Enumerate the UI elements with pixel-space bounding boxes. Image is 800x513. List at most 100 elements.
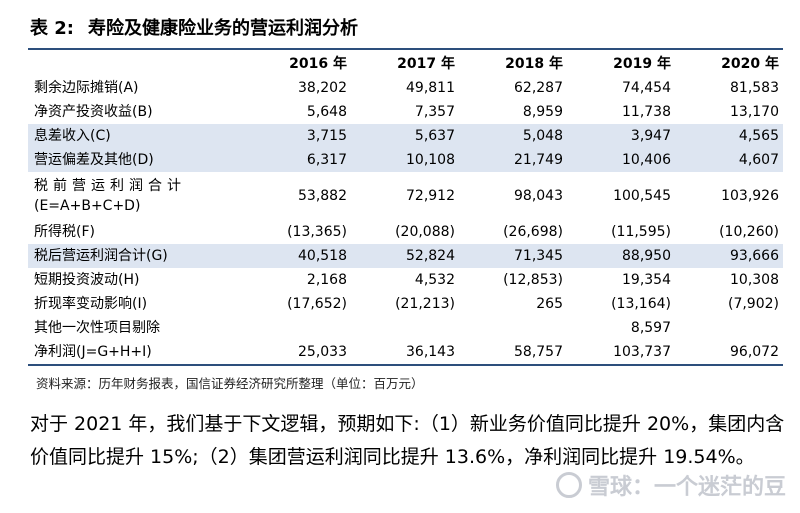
row-label-text: 短期投资波动(H) <box>34 272 140 288</box>
table-cell: 8,959 <box>522 104 563 120</box>
table-row: 净资产投资收益(B) 5,648 7,357 8,959 11,738 13,170 <box>28 100 783 124</box>
table-cell: 4,565 <box>675 124 783 148</box>
row-label-text: 折现率变动影响(I) <box>34 296 148 312</box>
table-cell: (10,260) <box>719 224 779 240</box>
row-label: 净利润(J=G+H+I) <box>28 340 243 366</box>
table-row: 剩余边际摊销(A) 38,202 49,811 62,287 74,454 81,583 <box>28 76 783 100</box>
row-label-text: 营运偏差及其他(D) <box>34 152 154 168</box>
row-label-text: 息差收入(C) <box>34 128 111 144</box>
table-row: 税前营运利润合计 (E=A+B+C+D) 53,882 72,912 98,043 100… <box>28 172 783 220</box>
header-cell: 2018 年 <box>505 56 563 72</box>
table-cell: 74,454 <box>622 80 671 96</box>
row-label: 营运偏差及其他(D) <box>28 148 243 172</box>
table-cell: 21,749 <box>459 148 567 172</box>
table-title-text: 寿险及健康险业务的营运利润分析 <box>88 18 358 39</box>
table-cell: 3,715 <box>243 124 351 148</box>
row-label: 税后营运利润合计(G) <box>28 244 243 268</box>
table-row: 营运偏差及其他(D) 6,317 10,108 21,749 10,406 4,607 <box>28 148 783 172</box>
table-cell: 10,308 <box>730 272 779 288</box>
table-cell: 5,637 <box>351 124 459 148</box>
table-cell: 38,202 <box>298 80 347 96</box>
row-label-text: 所得税(F) <box>34 224 95 240</box>
row-label: 短期投资波动(H) <box>28 268 243 292</box>
row-label-text: 其他一次性项目剔除 <box>34 320 160 336</box>
table-cell <box>243 316 351 340</box>
watermark-text: 雪球：一个迷茫的豆 <box>587 475 786 500</box>
table-cell: 96,072 <box>675 340 783 366</box>
table-cell: 3,947 <box>567 124 675 148</box>
header-cell: 2017 年 <box>397 56 455 72</box>
row-label: 税前营运利润合计 (E=A+B+C+D) <box>28 172 243 220</box>
table-cell: 49,811 <box>406 80 455 96</box>
table-row: 其他一次性项目剔除 8,597 <box>28 316 783 340</box>
header-cell: 2020 年 <box>721 56 779 72</box>
row-label-text: 净利润(J=G+H+I) <box>34 344 152 360</box>
table-cell: 52,824 <box>351 244 459 268</box>
table-cell: (13,365) <box>287 224 347 240</box>
table-cell: 93,666 <box>675 244 783 268</box>
table-cell: 10,108 <box>351 148 459 172</box>
financial-table: 2016 年 2017 年 2018 年 2019 年 2020 年 剩余边际摊… <box>28 52 783 366</box>
row-label: 剩余边际摊销(A) <box>28 76 243 100</box>
row-label: 折现率变动影响(I) <box>28 292 243 316</box>
table-number: 表 2: <box>30 18 74 39</box>
table-cell: (20,088) <box>395 224 455 240</box>
row-label: 净资产投资收益(B) <box>28 100 243 124</box>
table-cell: (11,595) <box>611 224 671 240</box>
table-cell: 58,757 <box>459 340 567 366</box>
header-row: 2016 年 2017 年 2018 年 2019 年 2020 年 <box>28 52 783 76</box>
snowball-logo-icon <box>555 472 582 498</box>
table-row: 折现率变动影响(I) (17,652) (21,213) 265 (13,164) (7,… <box>28 292 783 316</box>
table-cell: 7,357 <box>414 104 455 120</box>
table-cell: 265 <box>536 296 563 312</box>
table-row: 所得税(F) (13,365) (20,088) (26,698) (11,595) (1… <box>28 220 783 244</box>
table-cell: 62,287 <box>514 80 563 96</box>
table-cell: 40,518 <box>243 244 351 268</box>
table-cell: 72,912 <box>406 188 455 204</box>
table-cell: 81,583 <box>730 80 779 96</box>
table-cell: 103,926 <box>721 188 779 204</box>
table-cell: 19,354 <box>622 272 671 288</box>
row-label: 所得税(F) <box>28 220 243 244</box>
table-cell: (26,698) <box>503 224 563 240</box>
table-cell: 6,317 <box>243 148 351 172</box>
table-cell: 8,597 <box>630 320 671 336</box>
table-cell: 11,738 <box>622 104 671 120</box>
table-cell: 5,648 <box>306 104 347 120</box>
table-row: 短期投资波动(H) 2,168 4,532 (12,853) 19,354 10,308 <box>28 268 783 292</box>
table-cell: 36,143 <box>351 340 459 366</box>
table-cell: 71,345 <box>459 244 567 268</box>
table-cell: 88,950 <box>567 244 675 268</box>
table-cell: 100,545 <box>613 188 671 204</box>
table-cell <box>675 316 783 340</box>
header-cell: 2019 年 <box>613 56 671 72</box>
table-cell: 53,882 <box>298 188 347 204</box>
header-cell <box>28 52 243 76</box>
table-row: 息差收入(C) 3,715 5,637 5,048 3,947 4,565 <box>28 124 783 148</box>
table-cell: 4,607 <box>675 148 783 172</box>
table-cell: 103,737 <box>567 340 675 366</box>
table-cell: (17,652) <box>287 296 347 312</box>
table-cell: (12,853) <box>503 272 563 288</box>
header-cell: 2016 年 <box>289 56 347 72</box>
forecast-paragraph: 对于 2021 年，我们基于下文逻辑，预期如下:（1）新业务价值同比提升 20%… <box>30 413 785 468</box>
row-label-text: 净资产投资收益(B) <box>34 104 153 120</box>
table-cell: 10,406 <box>567 148 675 172</box>
table-row: 税后营运利润合计(G) 40,518 52,824 71,345 88,950 93,66… <box>28 244 783 268</box>
table-cell: 13,170 <box>730 104 779 120</box>
table-cell: 4,532 <box>414 272 455 288</box>
table-row: 净利润(J=G+H+I) 25,033 36,143 58,757 103,737 96,… <box>28 340 783 366</box>
row-label-text: 税前营运利润合计 <box>34 178 186 194</box>
table-cell: 5,048 <box>459 124 567 148</box>
table-title: 表 2: 寿险及健康险业务的营运利润分析 <box>28 10 783 50</box>
source-note: 资料来源：历年财务报表，国信证券经济研究所整理（单位：百万元） <box>36 376 424 391</box>
table-cell: (21,213) <box>395 296 455 312</box>
row-label: 其他一次性项目剔除 <box>28 316 243 340</box>
table-cell: 98,043 <box>514 188 563 204</box>
row-label: 息差收入(C) <box>28 124 243 148</box>
row-label-formula: (E=A+B+C+D) <box>34 198 141 214</box>
row-label-text: 税后营运利润合计(G) <box>34 248 168 264</box>
watermark: 雪球：一个迷茫的豆 <box>555 469 786 501</box>
table-cell <box>459 316 567 340</box>
row-label-text: 剩余边际摊销(A) <box>34 80 139 96</box>
